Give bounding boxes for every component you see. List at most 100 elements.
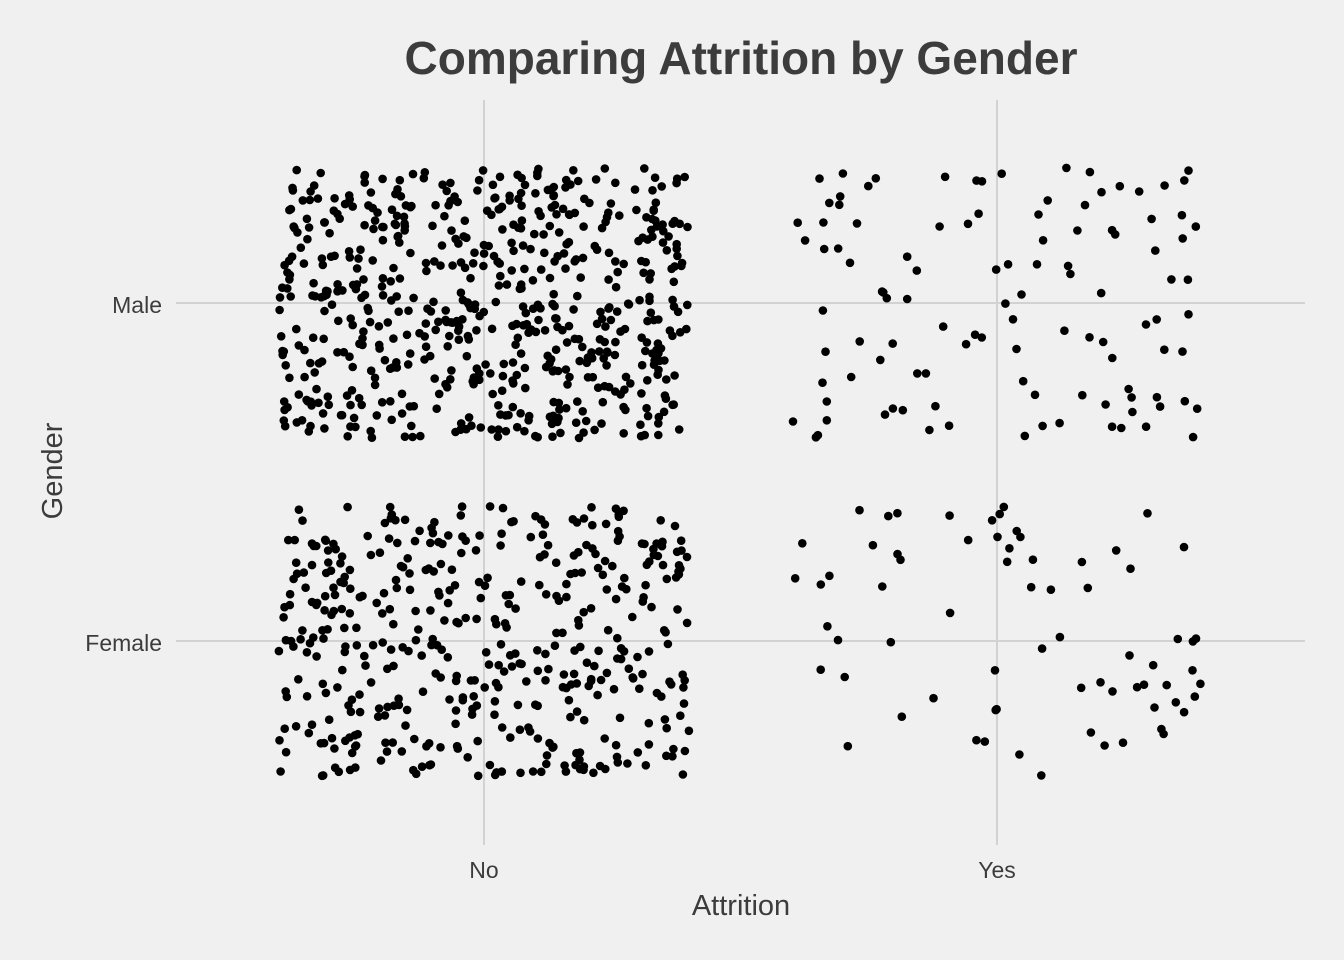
data-point — [1030, 390, 1040, 400]
data-point — [893, 549, 902, 559]
data-point — [398, 643, 408, 652]
data-point — [606, 315, 616, 325]
data-point — [516, 768, 525, 778]
data-point — [280, 421, 290, 431]
data-point — [793, 218, 802, 227]
data-point — [657, 692, 666, 701]
data-point — [638, 669, 647, 679]
data-point — [366, 550, 376, 560]
data-point — [1141, 320, 1151, 329]
data-point — [507, 662, 517, 671]
data-point — [539, 230, 548, 239]
data-point — [1016, 532, 1025, 542]
data-point — [321, 536, 331, 545]
data-point — [645, 292, 654, 302]
data-point — [312, 541, 321, 551]
data-point — [664, 232, 673, 241]
data-point — [878, 582, 887, 591]
data-point — [576, 642, 585, 652]
data-point — [400, 432, 410, 442]
data-point — [415, 328, 424, 338]
data-point — [395, 274, 405, 283]
data-point — [303, 234, 312, 244]
data-point — [497, 386, 507, 396]
data-point — [643, 316, 652, 326]
data-point — [640, 539, 649, 549]
data-point — [541, 649, 550, 659]
data-point — [294, 341, 304, 350]
data-point — [520, 426, 529, 436]
data-point — [963, 535, 973, 545]
data-point — [1073, 226, 1082, 235]
data-point — [506, 733, 515, 742]
data-point — [564, 321, 574, 331]
data-point — [554, 228, 564, 237]
data-point — [564, 237, 574, 247]
data-point — [884, 511, 893, 521]
data-point — [294, 390, 304, 399]
data-point — [888, 404, 898, 413]
data-point — [683, 300, 692, 310]
data-point — [634, 236, 643, 246]
data-point — [604, 275, 613, 284]
data-point — [1167, 275, 1176, 284]
data-point — [668, 295, 677, 305]
data-point — [522, 677, 531, 686]
data-point — [535, 580, 544, 590]
data-point — [566, 712, 575, 722]
data-point — [372, 411, 382, 420]
data-point — [454, 239, 463, 248]
data-point — [417, 762, 427, 771]
data-point — [1117, 423, 1126, 433]
data-point — [675, 328, 685, 337]
data-point — [648, 186, 657, 195]
data-point — [1055, 632, 1065, 642]
data-point — [569, 166, 578, 175]
data-point — [366, 678, 376, 687]
data-point — [619, 402, 628, 412]
data-point — [1083, 583, 1093, 593]
data-point — [1184, 310, 1193, 319]
data-point — [401, 721, 410, 730]
data-point — [1178, 234, 1187, 243]
data-point — [389, 619, 398, 629]
data-point — [613, 526, 623, 536]
data-point — [893, 508, 902, 518]
data-point — [684, 726, 694, 736]
data-point — [498, 371, 508, 381]
data-point — [604, 382, 614, 392]
data-point — [548, 299, 557, 309]
data-point — [864, 181, 873, 191]
data-point — [289, 222, 299, 231]
data-point — [1080, 200, 1090, 210]
data-point — [294, 675, 303, 684]
data-point — [999, 502, 1009, 512]
data-point — [352, 623, 361, 633]
data-point — [346, 422, 355, 431]
data-point — [644, 647, 654, 656]
data-point — [496, 541, 505, 550]
data-point — [511, 604, 520, 613]
data-point — [1192, 404, 1202, 414]
data-point — [389, 334, 398, 343]
data-point — [280, 724, 290, 733]
data-point — [579, 715, 589, 725]
data-point — [304, 427, 314, 436]
grid-lines — [176, 100, 1305, 845]
data-point — [391, 220, 401, 230]
data-point — [343, 502, 352, 512]
data-point — [426, 606, 435, 615]
data-point — [380, 711, 390, 720]
data-point — [360, 178, 370, 187]
data-point — [991, 265, 1001, 274]
data-point — [441, 379, 450, 389]
data-point — [1100, 741, 1109, 750]
data-point — [1066, 269, 1075, 279]
data-point — [314, 398, 323, 408]
data-point — [656, 516, 665, 525]
data-point — [992, 704, 1001, 714]
data-point — [344, 247, 354, 256]
data-point — [651, 216, 660, 225]
data-point — [434, 389, 444, 399]
